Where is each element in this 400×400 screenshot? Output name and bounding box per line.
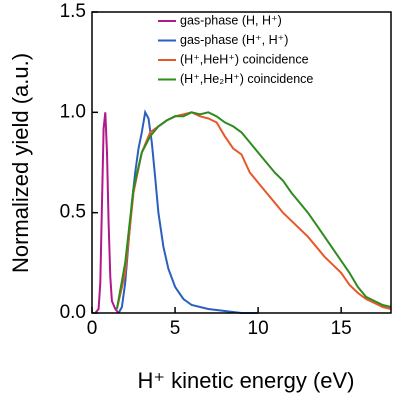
y-tick-label: 1.5 bbox=[60, 1, 86, 22]
series-line bbox=[94, 112, 120, 314]
x-tick-label: 15 bbox=[331, 318, 352, 339]
plot-frame bbox=[91, 11, 392, 314]
y-tick-label: 1.0 bbox=[60, 101, 86, 122]
y-axis-label: Normalized yield (a.u.) bbox=[8, 53, 33, 273]
series-line bbox=[117, 109, 259, 314]
x-axis-label: H⁺ kinetic energy (eV) bbox=[137, 368, 354, 393]
x-tick-label: 10 bbox=[248, 318, 269, 339]
legend-label: (H⁺,HeH⁺) coincidence bbox=[180, 52, 309, 66]
x-tick-label: 5 bbox=[170, 318, 181, 339]
series-line bbox=[115, 111, 392, 310]
legend-label: gas-phase (H, H⁺) bbox=[180, 13, 282, 27]
y-tick-label: 0.5 bbox=[60, 202, 86, 223]
legend-label: gas-phase (H⁺, H⁺) bbox=[180, 33, 288, 47]
x-tick-label: 0 bbox=[87, 318, 98, 339]
legend-label: (H⁺,He₂H⁺) coincidence bbox=[180, 72, 313, 86]
y-tick-label: 0.0 bbox=[60, 302, 86, 323]
